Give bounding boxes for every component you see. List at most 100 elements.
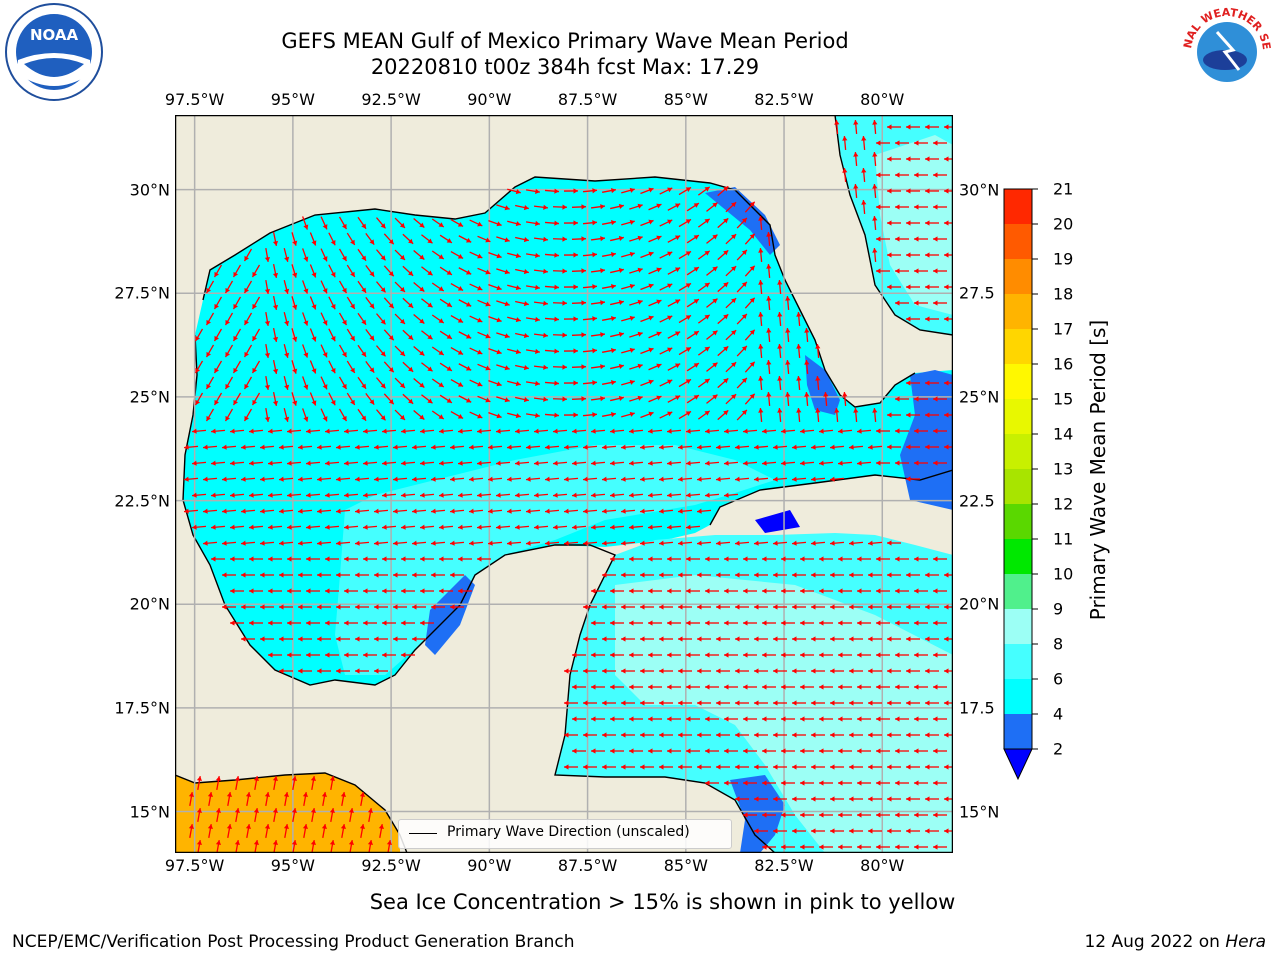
wave-arrow (552, 332, 568, 338)
wave-arrow (762, 620, 776, 626)
wave-arrow (659, 732, 673, 738)
wave-arrow (744, 329, 756, 341)
wave-arrow (914, 748, 928, 754)
wave-arrow (914, 588, 928, 594)
wave-arrow (944, 380, 953, 386)
wave-arrow (376, 281, 386, 293)
wave-arrow (191, 428, 207, 434)
lon-tick-top: 80°W (860, 90, 905, 109)
wave-arrow (734, 476, 750, 482)
wave-arrow (818, 428, 834, 434)
colorbar-segment (1004, 224, 1032, 259)
wave-arrow (887, 284, 901, 290)
wave-arrow (666, 492, 682, 498)
wave-arrow (374, 668, 388, 674)
wave-arrow (849, 636, 863, 642)
wave-arrow (629, 684, 643, 690)
wave-arrow (320, 312, 328, 326)
wave-arrow (602, 315, 616, 322)
wave-arrow (895, 172, 909, 178)
wave-arrow (571, 524, 587, 530)
wave-arrow (365, 233, 375, 245)
wave-arrow (222, 572, 236, 578)
wave-arrow (283, 791, 289, 807)
wave-arrow (697, 604, 711, 610)
wave-arrow (838, 780, 852, 786)
wave-arrow (640, 347, 654, 355)
wave-arrow (191, 492, 207, 498)
lat-tick-right: 17.5 (959, 698, 995, 718)
wave-arrow (248, 492, 264, 498)
lon-tick-bottom: 80°W (860, 856, 905, 875)
wave-arrow (697, 218, 711, 228)
wave-arrow (766, 295, 772, 311)
wave-arrow (621, 347, 635, 354)
wave-arrow (476, 492, 492, 498)
wave-arrow (753, 540, 769, 546)
wave-arrow (582, 284, 598, 290)
footer-date: 12 Aug 2022 on Hera (1084, 932, 1266, 952)
wave-arrow (810, 444, 826, 450)
colorbar-tick-label: 15 (1053, 389, 1074, 409)
wave-arrow (394, 377, 406, 389)
wave-arrow (829, 476, 845, 482)
wave-arrow (849, 828, 863, 834)
colorbar-segment (1004, 434, 1032, 469)
wave-arrow (363, 652, 377, 658)
wave-arrow (876, 460, 890, 466)
wave-arrow (724, 748, 738, 754)
wave-arrow (895, 268, 909, 274)
wave-arrow (316, 476, 332, 482)
wave-arrow (544, 444, 560, 450)
wave-arrow (629, 748, 643, 754)
wave-arrow (876, 652, 890, 658)
wave-arrow (629, 299, 643, 306)
lon-tick-bottom: 92.5°W (361, 856, 421, 875)
wave-arrow (335, 476, 351, 482)
wave-arrow (736, 377, 748, 389)
wave-arrow (944, 316, 953, 322)
wave-arrow (744, 361, 756, 373)
wave-arrow (785, 327, 791, 343)
wave-arrow (241, 572, 255, 578)
wave-arrow (552, 300, 568, 306)
wave-arrow (194, 392, 204, 406)
wave-arrow (621, 572, 635, 578)
wave-arrow (602, 636, 616, 642)
wave-arrow (811, 668, 825, 674)
wave-arrow (705, 588, 719, 594)
wave-arrow (506, 508, 522, 514)
wave-arrow (400, 460, 416, 466)
wave-arrow (609, 492, 625, 498)
wave-arrow (914, 780, 928, 786)
wave-arrow (648, 620, 662, 626)
wave-arrow (678, 282, 692, 292)
wave-arrow (944, 220, 953, 226)
wave-arrow (376, 409, 386, 421)
wave-arrow (925, 828, 939, 834)
colorbar-segment (1004, 714, 1032, 749)
wave-arrow (591, 748, 605, 754)
wave-arrow (383, 361, 395, 373)
wave-arrow (724, 716, 738, 722)
wave-arrow (563, 348, 579, 354)
wave-arrow (336, 668, 350, 674)
wave-arrow (381, 492, 397, 498)
wave-arrow (800, 684, 814, 690)
wave-arrow (678, 250, 692, 260)
wave-arrow (876, 812, 890, 818)
wave-arrow (857, 844, 871, 850)
wave-arrow (887, 188, 901, 194)
wave-arrow (628, 428, 644, 434)
wave-arrow (355, 572, 369, 578)
wave-arrow (678, 572, 692, 578)
wave-arrow (240, 508, 256, 514)
wave-arrow (736, 313, 748, 325)
wave-arrow (925, 284, 939, 290)
wave-arrow (610, 395, 624, 402)
wave-arrow (629, 267, 643, 274)
wave-arrow (678, 218, 692, 228)
wave-arrow (243, 312, 253, 326)
wave-arrow (895, 588, 909, 594)
wave-arrow (640, 219, 654, 227)
